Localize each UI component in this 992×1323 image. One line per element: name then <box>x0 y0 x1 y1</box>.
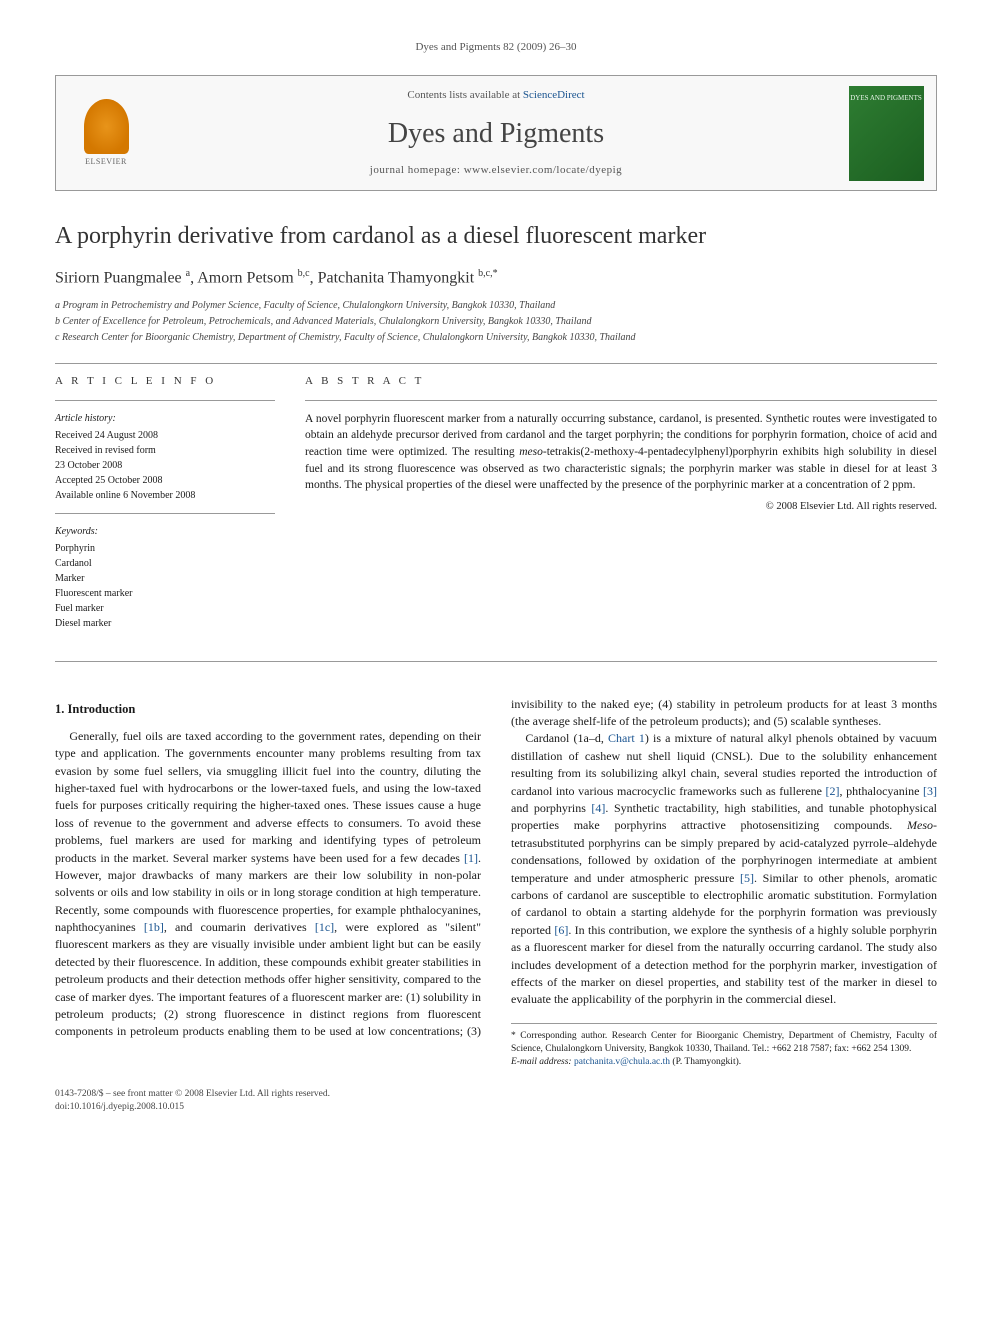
abstract-copyright: © 2008 Elsevier Ltd. All rights reserved… <box>305 500 937 515</box>
received-date: Received 24 August 2008 <box>55 428 275 443</box>
article-info-heading: A R T I C L E I N F O <box>55 374 275 389</box>
affiliation-a: a Program in Petrochemistry and Polymer … <box>55 299 937 313</box>
sciencedirect-link[interactable]: ScienceDirect <box>523 89 585 101</box>
elsevier-tree-icon <box>84 99 129 154</box>
revised-date: 23 October 2008 <box>55 458 275 473</box>
ref-1c[interactable]: [1c] <box>315 920 334 934</box>
online-date: Available online 6 November 2008 <box>55 488 275 503</box>
issn-line: 0143-7208/$ – see front matter © 2008 El… <box>55 1088 937 1101</box>
homepage-url: www.elsevier.com/locate/dyepig <box>464 164 622 176</box>
doi-line: doi:10.1016/j.dyepig.2008.10.015 <box>55 1101 937 1114</box>
intro-heading: 1. Introduction <box>55 700 481 718</box>
keyword-0: Porphyrin <box>55 541 275 556</box>
keyword-4: Fuel marker <box>55 601 275 616</box>
header-citation: Dyes and Pigments 82 (2009) 26–30 <box>55 40 937 55</box>
info-abstract-row: A R T I C L E I N F O Article history: R… <box>55 374 937 630</box>
ref-5[interactable]: [5] <box>740 871 754 885</box>
divider-bottom <box>55 661 937 662</box>
publisher-logo-box: ELSEVIER <box>56 76 156 190</box>
article-history-block: Article history: Received 24 August 2008… <box>55 411 275 503</box>
authors-line: Siriorn Puangmalee a, Amorn Petsom b,c, … <box>55 267 937 290</box>
journal-homepage-line: journal homepage: www.elsevier.com/locat… <box>164 163 828 178</box>
article-title: A porphyrin derivative from cardanol as … <box>55 221 937 252</box>
affiliation-b: b Center of Excellence for Petroleum, Pe… <box>55 315 937 329</box>
ref-2[interactable]: [2] <box>826 784 840 798</box>
accepted-date: Accepted 25 October 2008 <box>55 473 275 488</box>
article-info-column: A R T I C L E I N F O Article history: R… <box>55 374 275 630</box>
info-divider-1 <box>55 400 275 401</box>
ref-1[interactable]: [1] <box>464 851 478 865</box>
elsevier-text: ELSEVIER <box>85 156 127 167</box>
ref-3[interactable]: [3] <box>923 784 937 798</box>
elsevier-logo: ELSEVIER <box>71 93 141 173</box>
keyword-2: Marker <box>55 571 275 586</box>
chart-1-link[interactable]: Chart 1 <box>608 731 645 745</box>
corresponding-author-note: * Corresponding author. Research Center … <box>511 1030 937 1057</box>
email-suffix: (P. Thamyongkit). <box>670 1057 741 1067</box>
bottom-meta-block: 0143-7208/$ – see front matter © 2008 El… <box>55 1088 937 1115</box>
abstract-divider <box>305 400 937 401</box>
history-label: Article history: <box>55 411 275 426</box>
keywords-block: Keywords: Porphyrin Cardanol Marker Fluo… <box>55 524 275 631</box>
revised-label: Received in revised form <box>55 443 275 458</box>
affiliation-c: c Research Center for Bioorganic Chemist… <box>55 331 937 345</box>
corresponding-email-link[interactable]: patchanita.v@chula.ac.th <box>574 1057 670 1067</box>
contents-available-line: Contents lists available at ScienceDirec… <box>164 88 828 103</box>
cover-thumb-box: DYES AND PIGMENTS <box>836 76 936 190</box>
body-two-columns: 1. Introduction Generally, fuel oils are… <box>55 696 937 1070</box>
abstract-heading: A B S T R A C T <box>305 374 937 389</box>
keyword-5: Diesel marker <box>55 616 275 631</box>
corresponding-footnote-block: * Corresponding author. Research Center … <box>511 1023 937 1070</box>
keyword-3: Fluorescent marker <box>55 586 275 601</box>
journal-name: Dyes and Pigments <box>164 114 828 153</box>
ref-1b[interactable]: [1b] <box>144 920 164 934</box>
ref-4[interactable]: [4] <box>591 801 605 815</box>
journal-masthead: ELSEVIER Contents lists available at Sci… <box>55 75 937 191</box>
contents-prefix: Contents lists available at <box>407 89 522 101</box>
keyword-1: Cardanol <box>55 556 275 571</box>
email-label: E-mail address: <box>511 1057 574 1067</box>
masthead-center: Contents lists available at ScienceDirec… <box>156 76 836 190</box>
homepage-prefix: journal homepage: <box>370 164 464 176</box>
abstract-column: A B S T R A C T A novel porphyrin fluore… <box>305 374 937 630</box>
abstract-text: A novel porphyrin fluorescent marker fro… <box>305 411 937 494</box>
email-line: E-mail address: patchanita.v@chula.ac.th… <box>511 1056 937 1069</box>
keywords-label: Keywords: <box>55 524 275 539</box>
affiliations-block: a Program in Petrochemistry and Polymer … <box>55 299 937 345</box>
intro-paragraph-2: Cardanol (1a–d, Chart 1) is a mixture of… <box>511 730 937 1008</box>
cover-title-text: DYES AND PIGMENTS <box>850 94 922 104</box>
ref-6[interactable]: [6] <box>554 923 568 937</box>
journal-cover-thumbnail: DYES AND PIGMENTS <box>849 86 924 181</box>
info-divider-2 <box>55 513 275 514</box>
divider-top <box>55 363 937 364</box>
